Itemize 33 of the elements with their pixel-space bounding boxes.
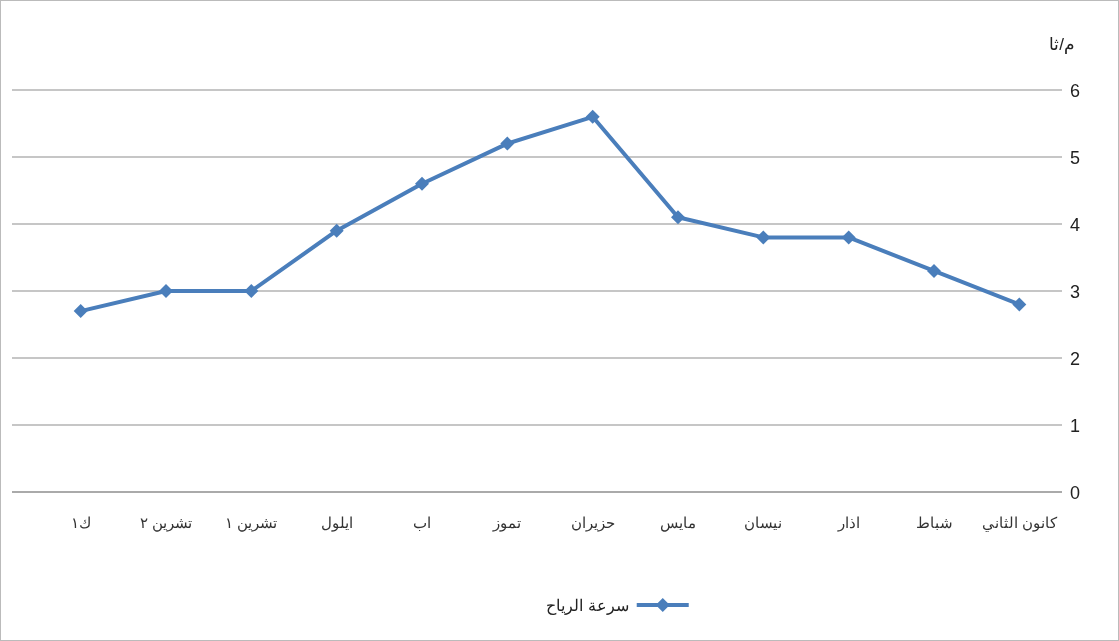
point xyxy=(159,284,173,298)
y-tick-label: 4 xyxy=(1069,215,1081,235)
point xyxy=(671,210,685,225)
y-axis-title: م/ثا xyxy=(1049,35,1075,55)
y-tick-label: 2 xyxy=(1069,349,1081,369)
legend-label: سرعة الرياح xyxy=(546,597,629,615)
point xyxy=(841,230,856,245)
x-tick-label: تموز xyxy=(492,514,522,532)
x-tick-label: شباط xyxy=(915,514,953,531)
x-tick-label: اذار xyxy=(836,514,860,532)
point xyxy=(415,176,429,191)
y-tick-label: 1 xyxy=(1069,416,1081,436)
x-tick-label: ايلول xyxy=(320,514,353,532)
x-tick-label: كانون الثاني xyxy=(981,514,1058,532)
y-tick-label: 0 xyxy=(1069,483,1081,503)
point xyxy=(927,263,941,278)
point xyxy=(756,230,771,245)
y-tick-label: 5 xyxy=(1069,148,1081,168)
point xyxy=(1012,297,1027,312)
x-tick-label: تشرين ٢ xyxy=(139,514,193,532)
point xyxy=(329,223,344,238)
y-tick-label: 3 xyxy=(1069,282,1081,302)
point xyxy=(244,284,259,298)
x-tick-label: مايس xyxy=(660,514,696,532)
point xyxy=(73,304,88,319)
x-tick-label: ك١ xyxy=(70,514,91,531)
x-tick-label: اب xyxy=(413,514,431,531)
x-tick-label: تشرين ١ xyxy=(225,514,278,532)
point xyxy=(500,136,515,151)
point xyxy=(585,109,600,124)
y-tick-label: 6 xyxy=(1069,81,1081,101)
x-tick-label: نيسان xyxy=(744,514,783,531)
x-tick-label: حزيران xyxy=(570,514,615,532)
